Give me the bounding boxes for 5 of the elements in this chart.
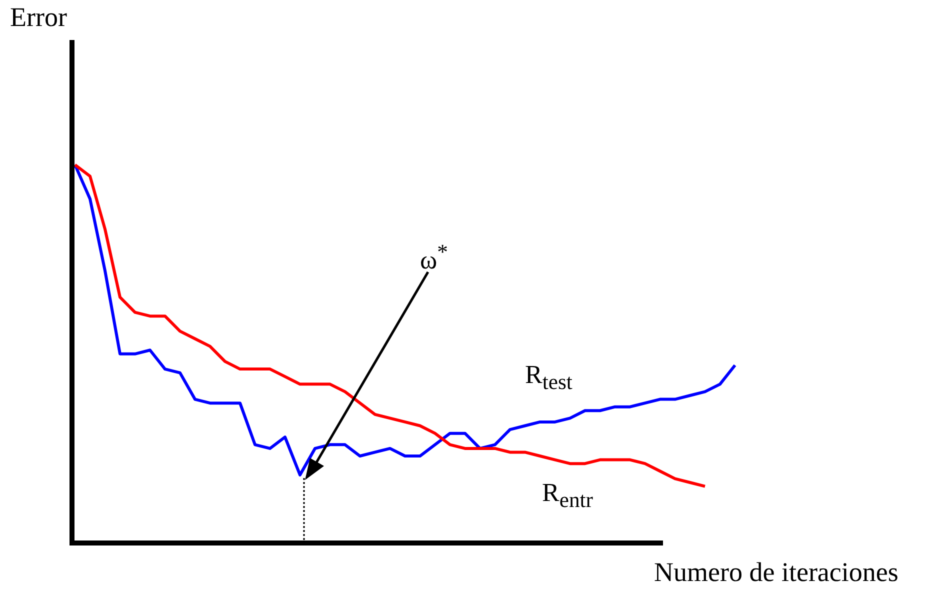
x-axis-title: Numero de iteraciones [654, 557, 898, 588]
series-label: R$_{entr}$ [542, 478, 594, 514]
series-label: R$_{test}$ [525, 360, 572, 396]
annotation: ω$^{*}$ [420, 240, 448, 276]
y-axis-title: Error [10, 2, 67, 33]
